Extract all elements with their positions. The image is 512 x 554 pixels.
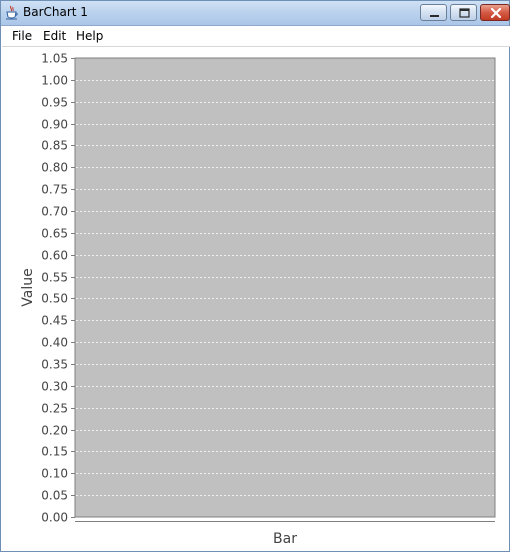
plot-area bbox=[74, 57, 496, 518]
y-tick-label: 0.20 bbox=[41, 424, 68, 438]
minimize-icon bbox=[430, 15, 439, 17]
menu-file[interactable]: File bbox=[12, 29, 33, 43]
y-tick-label: 0.45 bbox=[41, 314, 68, 328]
maximize-icon bbox=[459, 8, 470, 18]
title-bar[interactable]: BarChart 1 bbox=[1, 1, 510, 26]
y-tick-label: 0.00 bbox=[41, 511, 68, 525]
menu-edit[interactable]: Edit bbox=[43, 29, 67, 43]
menu-bar: File Edit Help bbox=[2, 26, 510, 47]
y-tick-label: 0.90 bbox=[41, 118, 68, 132]
y-tick-label: 1.05 bbox=[41, 52, 68, 66]
y-tick-label: 0.80 bbox=[41, 161, 68, 175]
y-tick-label: 0.65 bbox=[41, 227, 68, 241]
y-tick-label: 0.30 bbox=[41, 380, 68, 394]
y-tick-label: 0.70 bbox=[41, 205, 68, 219]
close-icon bbox=[490, 7, 502, 19]
y-tick-label: 0.50 bbox=[41, 292, 68, 306]
minimize-button[interactable] bbox=[420, 4, 447, 21]
close-button[interactable] bbox=[480, 4, 510, 21]
y-tick-label: 0.60 bbox=[41, 249, 68, 263]
x-axis-label: Bar bbox=[273, 531, 297, 547]
java-cup-icon bbox=[6, 5, 18, 20]
y-tick-label: 0.05 bbox=[41, 489, 68, 503]
y-axis-label: Value bbox=[20, 268, 36, 306]
maximize-button[interactable] bbox=[450, 4, 477, 21]
menu-help[interactable]: Help bbox=[76, 29, 104, 43]
gridlines bbox=[76, 80, 494, 496]
y-tick-label: 0.75 bbox=[41, 183, 68, 197]
y-tick-label: 0.10 bbox=[41, 467, 68, 481]
chart-svg: 0.00 0.05 0.10 0.15 0.20 0.25 0.30 0.35 0.40 0.45… bbox=[20, 52, 496, 547]
y-axis-ticks: 0.00 0.05 0.10 0.15 0.20 0.25 0.30 0.35 0.40 0.45… bbox=[41, 52, 75, 525]
y-tick-label: 0.85 bbox=[41, 139, 68, 153]
y-tick-label: 0.55 bbox=[41, 271, 68, 285]
y-tick-label: 0.35 bbox=[41, 358, 68, 372]
bar-chart: 0.00 0.05 0.10 0.15 0.20 0.25 0.30 0.35 0.40 0.45… bbox=[7, 47, 507, 549]
y-tick-label: 0.95 bbox=[41, 96, 68, 110]
y-tick-label: 0.15 bbox=[41, 445, 68, 459]
y-tick-label: 0.40 bbox=[41, 336, 68, 350]
y-tick-label: 1.00 bbox=[41, 74, 68, 88]
window-title: BarChart 1 bbox=[23, 5, 88, 19]
y-tick-label: 0.25 bbox=[41, 402, 68, 416]
